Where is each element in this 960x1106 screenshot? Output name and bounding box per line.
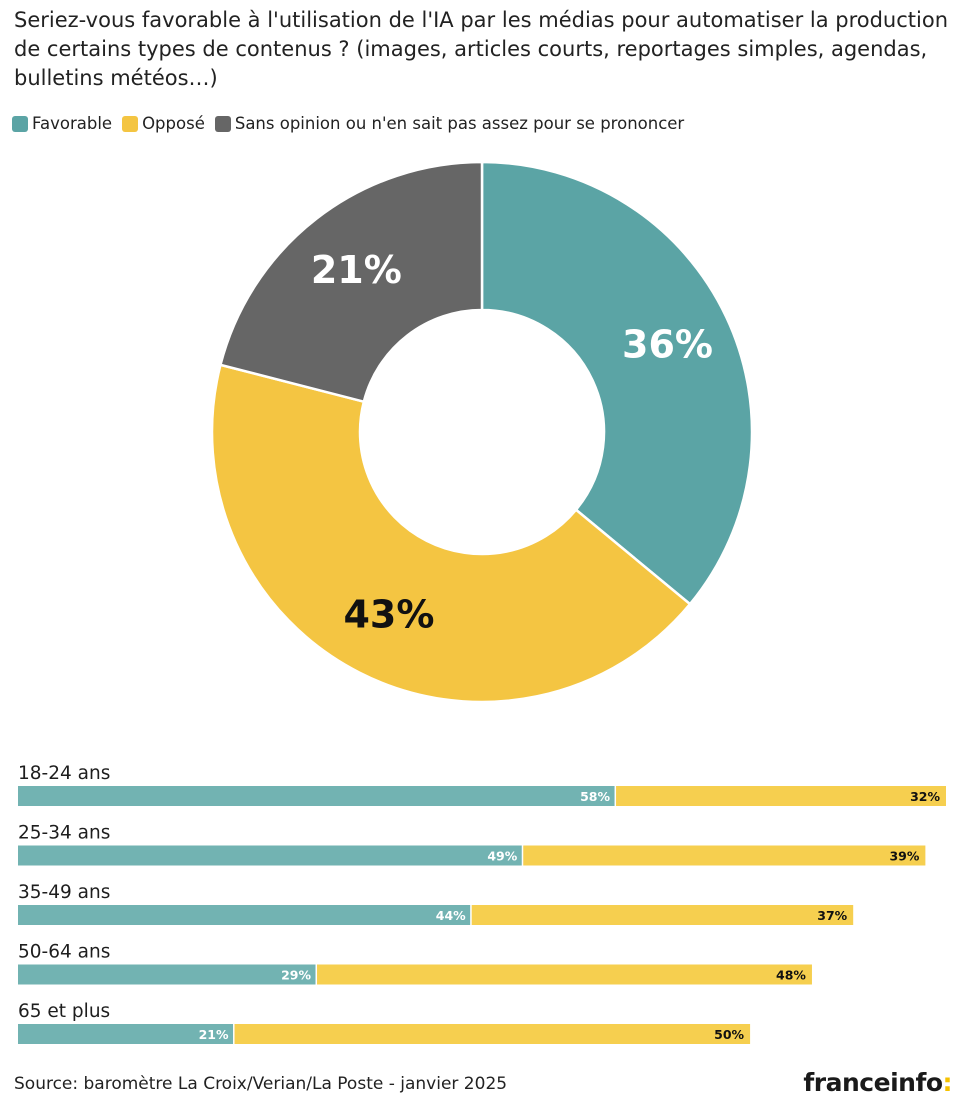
bar-value-label: 44% bbox=[436, 908, 466, 923]
donut-slice-favorable bbox=[480, 160, 754, 606]
bar-segment-oppose bbox=[234, 1024, 751, 1044]
bar-segment-favorable bbox=[18, 1024, 234, 1044]
donut-label-sans-opinion: 21% bbox=[311, 248, 402, 292]
bar-segment-oppose bbox=[616, 786, 946, 806]
donut-slice-oppose bbox=[210, 363, 692, 704]
legend-swatch-sans-opinion bbox=[214, 115, 231, 132]
age-group-label: 25-34 ans bbox=[18, 823, 110, 844]
legend: Favorable Opposé Sans opinion ou n'en sa… bbox=[12, 114, 694, 133]
donut-chart: 36% 43% 21% bbox=[210, 160, 754, 704]
bar-value-label: 39% bbox=[889, 849, 919, 864]
bar-segment-oppose bbox=[523, 845, 926, 866]
legend-label-favorable: Favorable bbox=[32, 114, 113, 133]
legend-item-sans-opinion: Sans opinion ou n'en sait pas assez pour… bbox=[214, 114, 685, 133]
legend-label-oppose: Opposé bbox=[142, 114, 205, 133]
logo-colon: : bbox=[942, 1068, 953, 1097]
bar-value-label: 50% bbox=[714, 1027, 744, 1042]
age-bar-chart: 18-24 ans 58% 32% 25-34 ans 49% 39% 35-49 ans 4… bbox=[18, 763, 946, 1044]
chart-title: Seriez-vous favorable à l'utilisation de… bbox=[14, 8, 949, 90]
bar-value-label: 29% bbox=[281, 968, 311, 983]
bar-segment-favorable bbox=[18, 845, 522, 866]
age-group-label: 35-49 ans bbox=[18, 882, 110, 903]
bar-segment-favorable bbox=[18, 786, 615, 806]
bar-segment-favorable bbox=[18, 964, 316, 985]
bar-value-label: 37% bbox=[817, 908, 847, 923]
legend-item-oppose: Opposé bbox=[122, 114, 205, 133]
age-group-label: 50-64 ans bbox=[18, 942, 110, 963]
legend-item-favorable: Favorable bbox=[12, 114, 112, 133]
age-group-label: 65 et plus bbox=[18, 1001, 110, 1022]
logo-text: franceinfo bbox=[803, 1068, 943, 1097]
legend-swatch-favorable bbox=[12, 115, 28, 132]
bar-segment-oppose bbox=[317, 964, 812, 985]
bar-value-label: 32% bbox=[910, 789, 940, 804]
bar-value-label: 48% bbox=[776, 968, 806, 983]
bar-segment-favorable bbox=[18, 905, 471, 925]
franceinfo-logo: franceinfo: bbox=[803, 1068, 952, 1097]
bar-value-label: 58% bbox=[580, 789, 610, 804]
donut-label-favorable: 36% bbox=[622, 323, 713, 367]
bar-segment-oppose bbox=[471, 905, 854, 925]
donut-slice-sans-opinion bbox=[218, 160, 484, 404]
donut-label-oppose: 43% bbox=[343, 593, 434, 637]
bar-value-label: 21% bbox=[199, 1027, 229, 1042]
legend-swatch-oppose bbox=[122, 115, 139, 132]
age-group-label: 18-24 ans bbox=[18, 763, 110, 784]
bar-value-label: 49% bbox=[487, 849, 517, 864]
legend-label-sans-opinion: Sans opinion ou n'en sait pas assez pour… bbox=[234, 114, 685, 133]
source-note: Source: baromètre La Croix/Verian/La Pos… bbox=[14, 1074, 508, 1094]
